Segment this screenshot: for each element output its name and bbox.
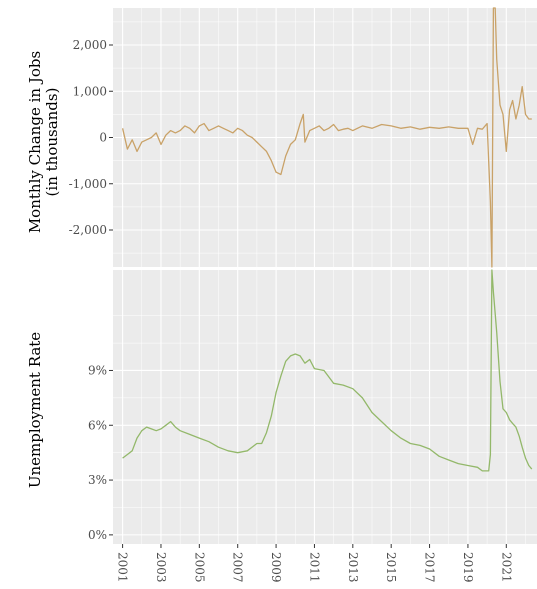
jobs-line — [121, 7, 532, 268]
x-tick-label: 2009 — [269, 552, 283, 583]
x-tick-label: 2007 — [231, 552, 245, 583]
unemployment-y-axis-ticks: 0% 3% 6% 9% — [88, 363, 113, 542]
unemployment-line — [122, 269, 533, 472]
unemployment-y-tick-label: 9% — [88, 363, 107, 377]
unemployment-y-axis-label: Unemployment Rate — [26, 332, 44, 488]
x-axis-ticks: 2001 2003 2005 2007 2009 2011 2013 2015 2017 2019… — [116, 544, 513, 583]
jobs-y-axis-label-line2: (in thousands) — [43, 88, 61, 197]
jobs-y-axis-ticks: -2,000 -1,000 0 1,000 2,000 — [69, 38, 113, 237]
jobs-y-tick-label: -2,000 — [69, 223, 107, 237]
x-tick-label: 2017 — [423, 552, 437, 583]
jobs-y-axis-label-line1: Monthly Change in Jobs — [26, 51, 44, 233]
x-tick-label: 2015 — [384, 552, 398, 583]
x-tick-label: 2013 — [346, 552, 360, 583]
jobs-y-tick-label: 1,000 — [73, 84, 107, 98]
top-panel-grid — [113, 8, 537, 267]
x-tick-label: 2021 — [499, 552, 513, 583]
unemployment-y-tick-label: 0% — [88, 528, 107, 542]
x-tick-label: 2003 — [154, 552, 168, 583]
bottom-panel-grid — [113, 270, 537, 544]
jobs-y-tick-label: 0 — [99, 131, 107, 145]
unemployment-rate-series — [122, 269, 533, 472]
x-tick-label: 2005 — [192, 552, 206, 583]
unemployment-y-tick-label: 3% — [88, 473, 107, 487]
jobs-change-series — [121, 7, 532, 268]
jobs-y-tick-label: -1,000 — [69, 177, 107, 191]
jobs-y-tick-label: 2,000 — [73, 38, 107, 52]
unemployment-y-tick-label: 6% — [88, 418, 107, 432]
bottom-panel-background — [113, 270, 537, 544]
x-tick-label: 2011 — [307, 552, 321, 583]
x-tick-label: 2001 — [116, 552, 130, 583]
x-tick-label: 2019 — [461, 552, 475, 583]
